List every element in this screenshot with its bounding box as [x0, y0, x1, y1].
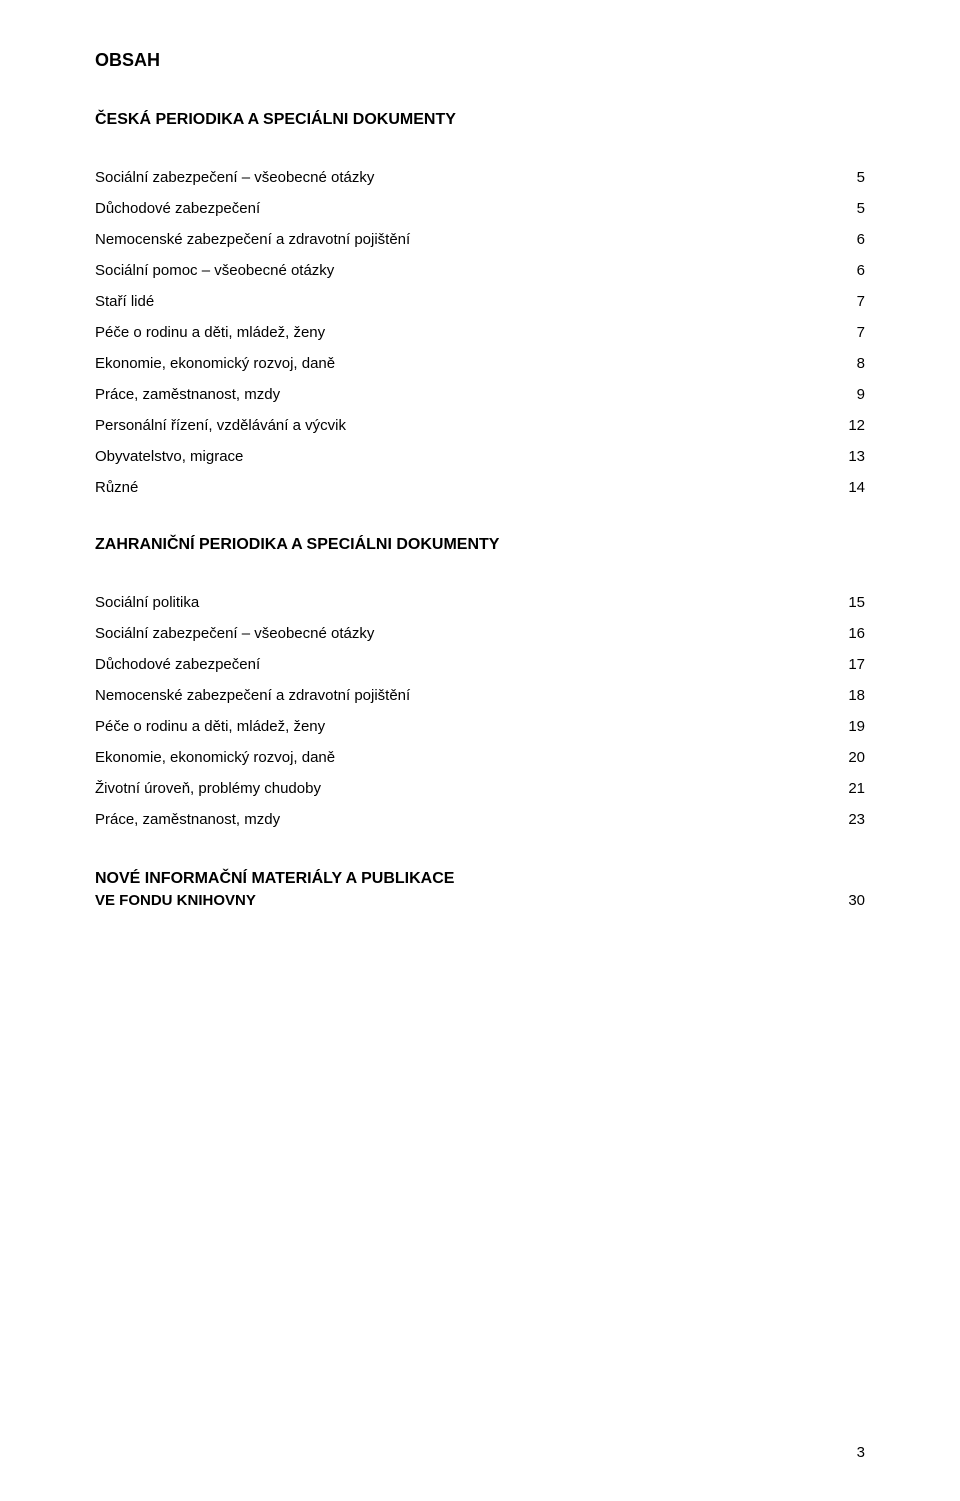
- toc-entry: Sociální pomoc – všeobecné otázky 6: [95, 262, 865, 279]
- section-heading-ceska: ČESKÁ PERIODIKA A SPECIÁLNI DOKUMENTY: [95, 111, 865, 129]
- section-heading-zahranicni: ZAHRANIČNÍ PERIODIKA A SPECIÁLNI DOKUMEN…: [95, 536, 865, 554]
- toc-entry-label: Důchodové zabezpečení: [95, 200, 260, 217]
- toc-page-number: 30: [848, 890, 865, 911]
- toc-page-number: 12: [848, 417, 865, 434]
- toc-page-number: 5: [857, 200, 865, 217]
- toc-entry-label: Práce, zaměstnanost, mzdy: [95, 386, 280, 403]
- toc-entry: Ekonomie, ekonomický rozvoj, daně 20: [95, 749, 865, 766]
- toc-entry: Personální řízení, vzdělávání a výcvik 12: [95, 417, 865, 434]
- toc-page-number: 21: [848, 780, 865, 797]
- toc-page-number: 13: [848, 448, 865, 465]
- toc-entry: Práce, zaměstnanost, mzdy 9: [95, 386, 865, 403]
- final-head-line1: NOVÉ INFORMAČNÍ MATERIÁLY A PUBLIKACE: [95, 868, 865, 890]
- toc-entry-label: Péče o rodinu a děti, mládež, ženy: [95, 324, 325, 341]
- final-head-line2: VE FONDU KNIHOVNY: [95, 890, 256, 911]
- toc-entry: Důchodové zabezpečení 5: [95, 200, 865, 217]
- toc-page-number: 8: [857, 355, 865, 372]
- toc-entry: Různé 14: [95, 479, 865, 496]
- toc-page-number: 17: [848, 656, 865, 673]
- toc-entry-label: Sociální zabezpečení – všeobecné otázky: [95, 169, 374, 186]
- toc-entry: Sociální politika 15: [95, 594, 865, 611]
- toc-entry-label: Personální řízení, vzdělávání a výcvik: [95, 417, 346, 434]
- toc-section-1: Sociální zabezpečení – všeobecné otázky 5…: [95, 169, 865, 496]
- toc-entry-label: Nemocenské zabezpečení a zdravotní pojiš…: [95, 231, 410, 248]
- toc-page-number: 6: [857, 231, 865, 248]
- toc-entry: Životní úroveň, problémy chudoby 21: [95, 780, 865, 797]
- toc-entry-label: Sociální zabezpečení – všeobecné otázky: [95, 625, 374, 642]
- toc-entry-label: Sociální pomoc – všeobecné otázky: [95, 262, 334, 279]
- toc-page-number: 19: [848, 718, 865, 735]
- toc-entry-label: Ekonomie, ekonomický rozvoj, daně: [95, 355, 335, 372]
- toc-page-number: 5: [857, 169, 865, 186]
- toc-entry-label: Obyvatelstvo, migrace: [95, 448, 243, 465]
- toc-entry-label: Důchodové zabezpečení: [95, 656, 260, 673]
- toc-page-number: 16: [848, 625, 865, 642]
- toc-page-number: 14: [848, 479, 865, 496]
- toc-entry: Sociální zabezpečení – všeobecné otázky 5: [95, 169, 865, 186]
- toc-entry: Práce, zaměstnanost, mzdy 23: [95, 811, 865, 828]
- toc-section-2: Sociální politika 15 Sociální zabezpečení …: [95, 594, 865, 828]
- toc-entry: Obyvatelstvo, migrace 13: [95, 448, 865, 465]
- toc-entry-label: Sociální politika: [95, 594, 199, 611]
- toc-entry-label: Staří lidé: [95, 293, 154, 310]
- toc-entry: Péče o rodinu a děti, mládež, ženy 19: [95, 718, 865, 735]
- toc-entry: Staří lidé 7: [95, 293, 865, 310]
- toc-entry: Důchodové zabezpečení 17: [95, 656, 865, 673]
- toc-page-number: 7: [857, 324, 865, 341]
- toc-page-number: 6: [857, 262, 865, 279]
- section-heading-nove: NOVÉ INFORMAČNÍ MATERIÁLY A PUBLIKACE VE…: [95, 868, 865, 911]
- toc-entry: Ekonomie, ekonomický rozvoj, daně 8: [95, 355, 865, 372]
- toc-entry-label: Nemocenské zabezpečení a zdravotní pojiš…: [95, 687, 410, 704]
- toc-entry: Nemocenské zabezpečení a zdravotní pojiš…: [95, 687, 865, 704]
- toc-page-number: 18: [848, 687, 865, 704]
- toc-entry: Nemocenské zabezpečení a zdravotní pojiš…: [95, 231, 865, 248]
- page-title: OBSAH: [95, 50, 865, 71]
- toc-entry-label: Životní úroveň, problémy chudoby: [95, 780, 321, 797]
- toc-page-number: 23: [848, 811, 865, 828]
- toc-entry-label: Péče o rodinu a děti, mládež, ženy: [95, 718, 325, 735]
- toc-page-number: 9: [857, 386, 865, 403]
- toc-entry-label: Různé: [95, 479, 138, 496]
- toc-entry-label: Ekonomie, ekonomický rozvoj, daně: [95, 749, 335, 766]
- toc-page-number: 7: [857, 293, 865, 310]
- toc-page-number: 15: [848, 594, 865, 611]
- toc-page-number: 20: [848, 749, 865, 766]
- toc-entry: Péče o rodinu a děti, mládež, ženy 7: [95, 324, 865, 341]
- toc-entry: Sociální zabezpečení – všeobecné otázky 1…: [95, 625, 865, 642]
- toc-entry-label: Práce, zaměstnanost, mzdy: [95, 811, 280, 828]
- page-footer-number: 3: [857, 1444, 865, 1461]
